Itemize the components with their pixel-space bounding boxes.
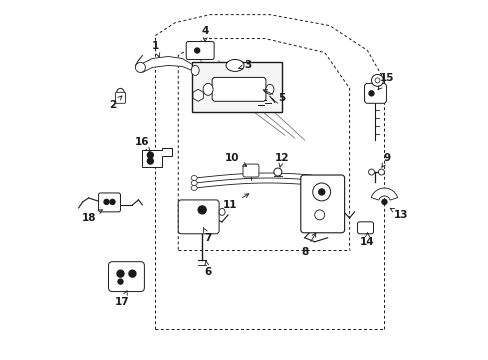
FancyBboxPatch shape — [357, 222, 373, 234]
FancyBboxPatch shape — [212, 77, 265, 101]
FancyBboxPatch shape — [99, 193, 120, 212]
FancyBboxPatch shape — [178, 200, 219, 234]
Ellipse shape — [191, 185, 197, 190]
Text: 13: 13 — [389, 208, 408, 220]
FancyBboxPatch shape — [243, 164, 259, 177]
FancyBboxPatch shape — [108, 262, 144, 292]
Text: 14: 14 — [360, 233, 374, 247]
FancyBboxPatch shape — [364, 84, 386, 103]
Ellipse shape — [368, 91, 373, 96]
Ellipse shape — [191, 180, 197, 185]
Text: 7: 7 — [203, 228, 211, 243]
Text: 10: 10 — [224, 153, 246, 166]
Text: 9: 9 — [381, 153, 390, 167]
Ellipse shape — [203, 84, 213, 95]
Text: 4: 4 — [201, 26, 208, 42]
Ellipse shape — [371, 75, 383, 86]
Text: 18: 18 — [81, 210, 102, 223]
Ellipse shape — [368, 169, 374, 175]
Text: 11: 11 — [223, 194, 248, 210]
Ellipse shape — [117, 270, 124, 277]
Text: 1: 1 — [151, 41, 160, 57]
Ellipse shape — [314, 210, 324, 220]
Ellipse shape — [312, 183, 330, 201]
Text: 12: 12 — [274, 153, 288, 167]
Ellipse shape — [116, 88, 124, 98]
Ellipse shape — [135, 62, 145, 72]
Ellipse shape — [147, 158, 153, 164]
Ellipse shape — [191, 176, 197, 180]
Ellipse shape — [104, 199, 109, 204]
Ellipse shape — [198, 206, 206, 214]
Text: 2: 2 — [109, 96, 122, 110]
Text: 15: 15 — [377, 73, 394, 90]
Ellipse shape — [265, 84, 273, 94]
Ellipse shape — [318, 189, 324, 195]
Ellipse shape — [225, 59, 244, 71]
Ellipse shape — [129, 270, 136, 277]
FancyBboxPatch shape — [186, 41, 214, 59]
Polygon shape — [142, 57, 192, 72]
Ellipse shape — [219, 208, 224, 215]
Ellipse shape — [194, 48, 199, 53]
Polygon shape — [142, 148, 172, 167]
Text: 8: 8 — [301, 233, 315, 257]
Ellipse shape — [273, 168, 281, 176]
Bar — [192, 62, 281, 112]
Text: 16: 16 — [135, 137, 150, 152]
Ellipse shape — [378, 169, 384, 175]
Ellipse shape — [191, 66, 199, 75]
FancyBboxPatch shape — [300, 175, 344, 233]
Ellipse shape — [374, 78, 379, 83]
Ellipse shape — [118, 279, 122, 284]
Polygon shape — [370, 188, 397, 200]
Text: 5: 5 — [263, 90, 285, 103]
Text: 3: 3 — [238, 60, 251, 71]
Text: 17: 17 — [115, 291, 129, 306]
Ellipse shape — [147, 152, 153, 158]
Ellipse shape — [110, 199, 115, 204]
Ellipse shape — [381, 199, 386, 204]
Text: 6: 6 — [204, 261, 211, 276]
FancyBboxPatch shape — [115, 92, 125, 103]
